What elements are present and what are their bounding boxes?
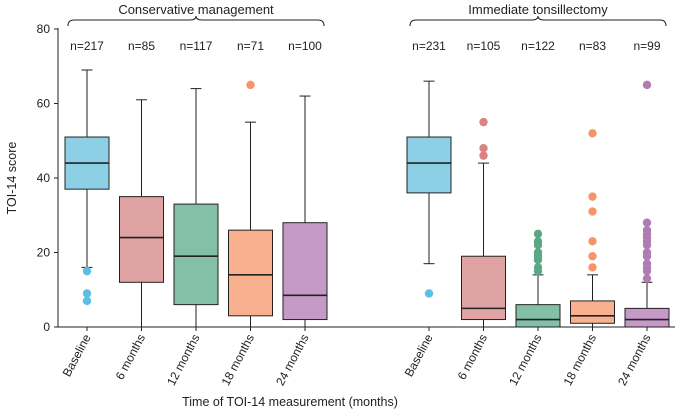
outlier-point: [533, 229, 543, 239]
outlier-point: [82, 266, 92, 276]
group-title: Immediate tonsillectomy: [468, 2, 608, 17]
group-titles: Conservative management Immediate tonsill…: [67, 2, 667, 27]
x-axis-title: Time of TOI-14 measurement (months): [182, 395, 398, 409]
outlier-point: [533, 263, 543, 272]
sample-size-label: n=122: [521, 39, 555, 53]
outlier-point: [479, 144, 488, 153]
box-iqr: [282, 222, 328, 321]
box-iqr: [228, 229, 273, 317]
category-label: 12 months: [164, 332, 203, 388]
outlier-point: [533, 248, 543, 257]
group-title: Conservative management: [118, 2, 274, 17]
sample-size-label: n=100: [288, 39, 322, 53]
y-tick-label: 80: [37, 22, 51, 36]
category-label: 6 months: [455, 332, 491, 382]
outlier-point: [588, 263, 597, 272]
outlier-point: [642, 80, 652, 90]
y-tick-label: 60: [37, 97, 51, 111]
y-axis-title: TOI-14 score: [5, 142, 19, 215]
category-label: 24 months: [273, 332, 312, 388]
sample-size-label: n=217: [70, 39, 104, 53]
outlier-point: [642, 274, 652, 283]
outlier-point: [588, 129, 597, 138]
y-tick-label: 20: [37, 246, 51, 260]
sample-size-label: n=117: [180, 39, 213, 53]
sample-size-label: n=99: [633, 39, 660, 53]
box-iqr: [119, 196, 164, 283]
axes: 0 20 40 60 80: [37, 22, 675, 334]
outlier-point: [642, 218, 652, 227]
outlier-point: [642, 248, 652, 257]
outlier-point: [424, 289, 434, 298]
box-iqr: [570, 300, 615, 324]
sample-size-label: n=71: [237, 39, 264, 53]
sample-size-label: n=85: [128, 39, 155, 53]
y-tick-label: 40: [37, 171, 51, 185]
box-iqr: [624, 307, 670, 328]
box-iqr: [515, 304, 561, 328]
sample-size-label: n=83: [579, 39, 606, 53]
group-bracket: [67, 15, 325, 27]
outlier-point: [588, 237, 597, 246]
outlier-point: [588, 192, 597, 201]
sample-size-label: n=105: [467, 39, 501, 53]
outlier-point: [533, 237, 543, 246]
outlier-point: [588, 207, 597, 216]
category-label: Baseline: [402, 332, 436, 380]
category-label: 18 months: [560, 332, 599, 388]
outlier-point: [479, 151, 488, 160]
outlier-point: [82, 296, 92, 306]
outlier-point: [642, 225, 652, 235]
outlier-point: [642, 259, 652, 268]
sample-size-label: n=231: [412, 39, 446, 53]
category-label: 24 months: [615, 332, 654, 388]
box-iqr: [173, 203, 219, 306]
y-tick-label: 0: [43, 320, 50, 334]
outlier-point: [588, 252, 597, 261]
category-label: 12 months: [506, 332, 545, 388]
box-iqr: [461, 255, 506, 321]
group-bracket: [409, 15, 667, 27]
outlier-point: [246, 80, 255, 90]
box-iqr: [406, 136, 452, 194]
outlier-point: [479, 117, 488, 127]
category-label: 18 months: [218, 332, 257, 388]
category-label: Baseline: [60, 332, 94, 380]
box-layer: [64, 69, 670, 328]
category-label: 6 months: [113, 332, 149, 382]
outlier-point: [82, 289, 92, 298]
